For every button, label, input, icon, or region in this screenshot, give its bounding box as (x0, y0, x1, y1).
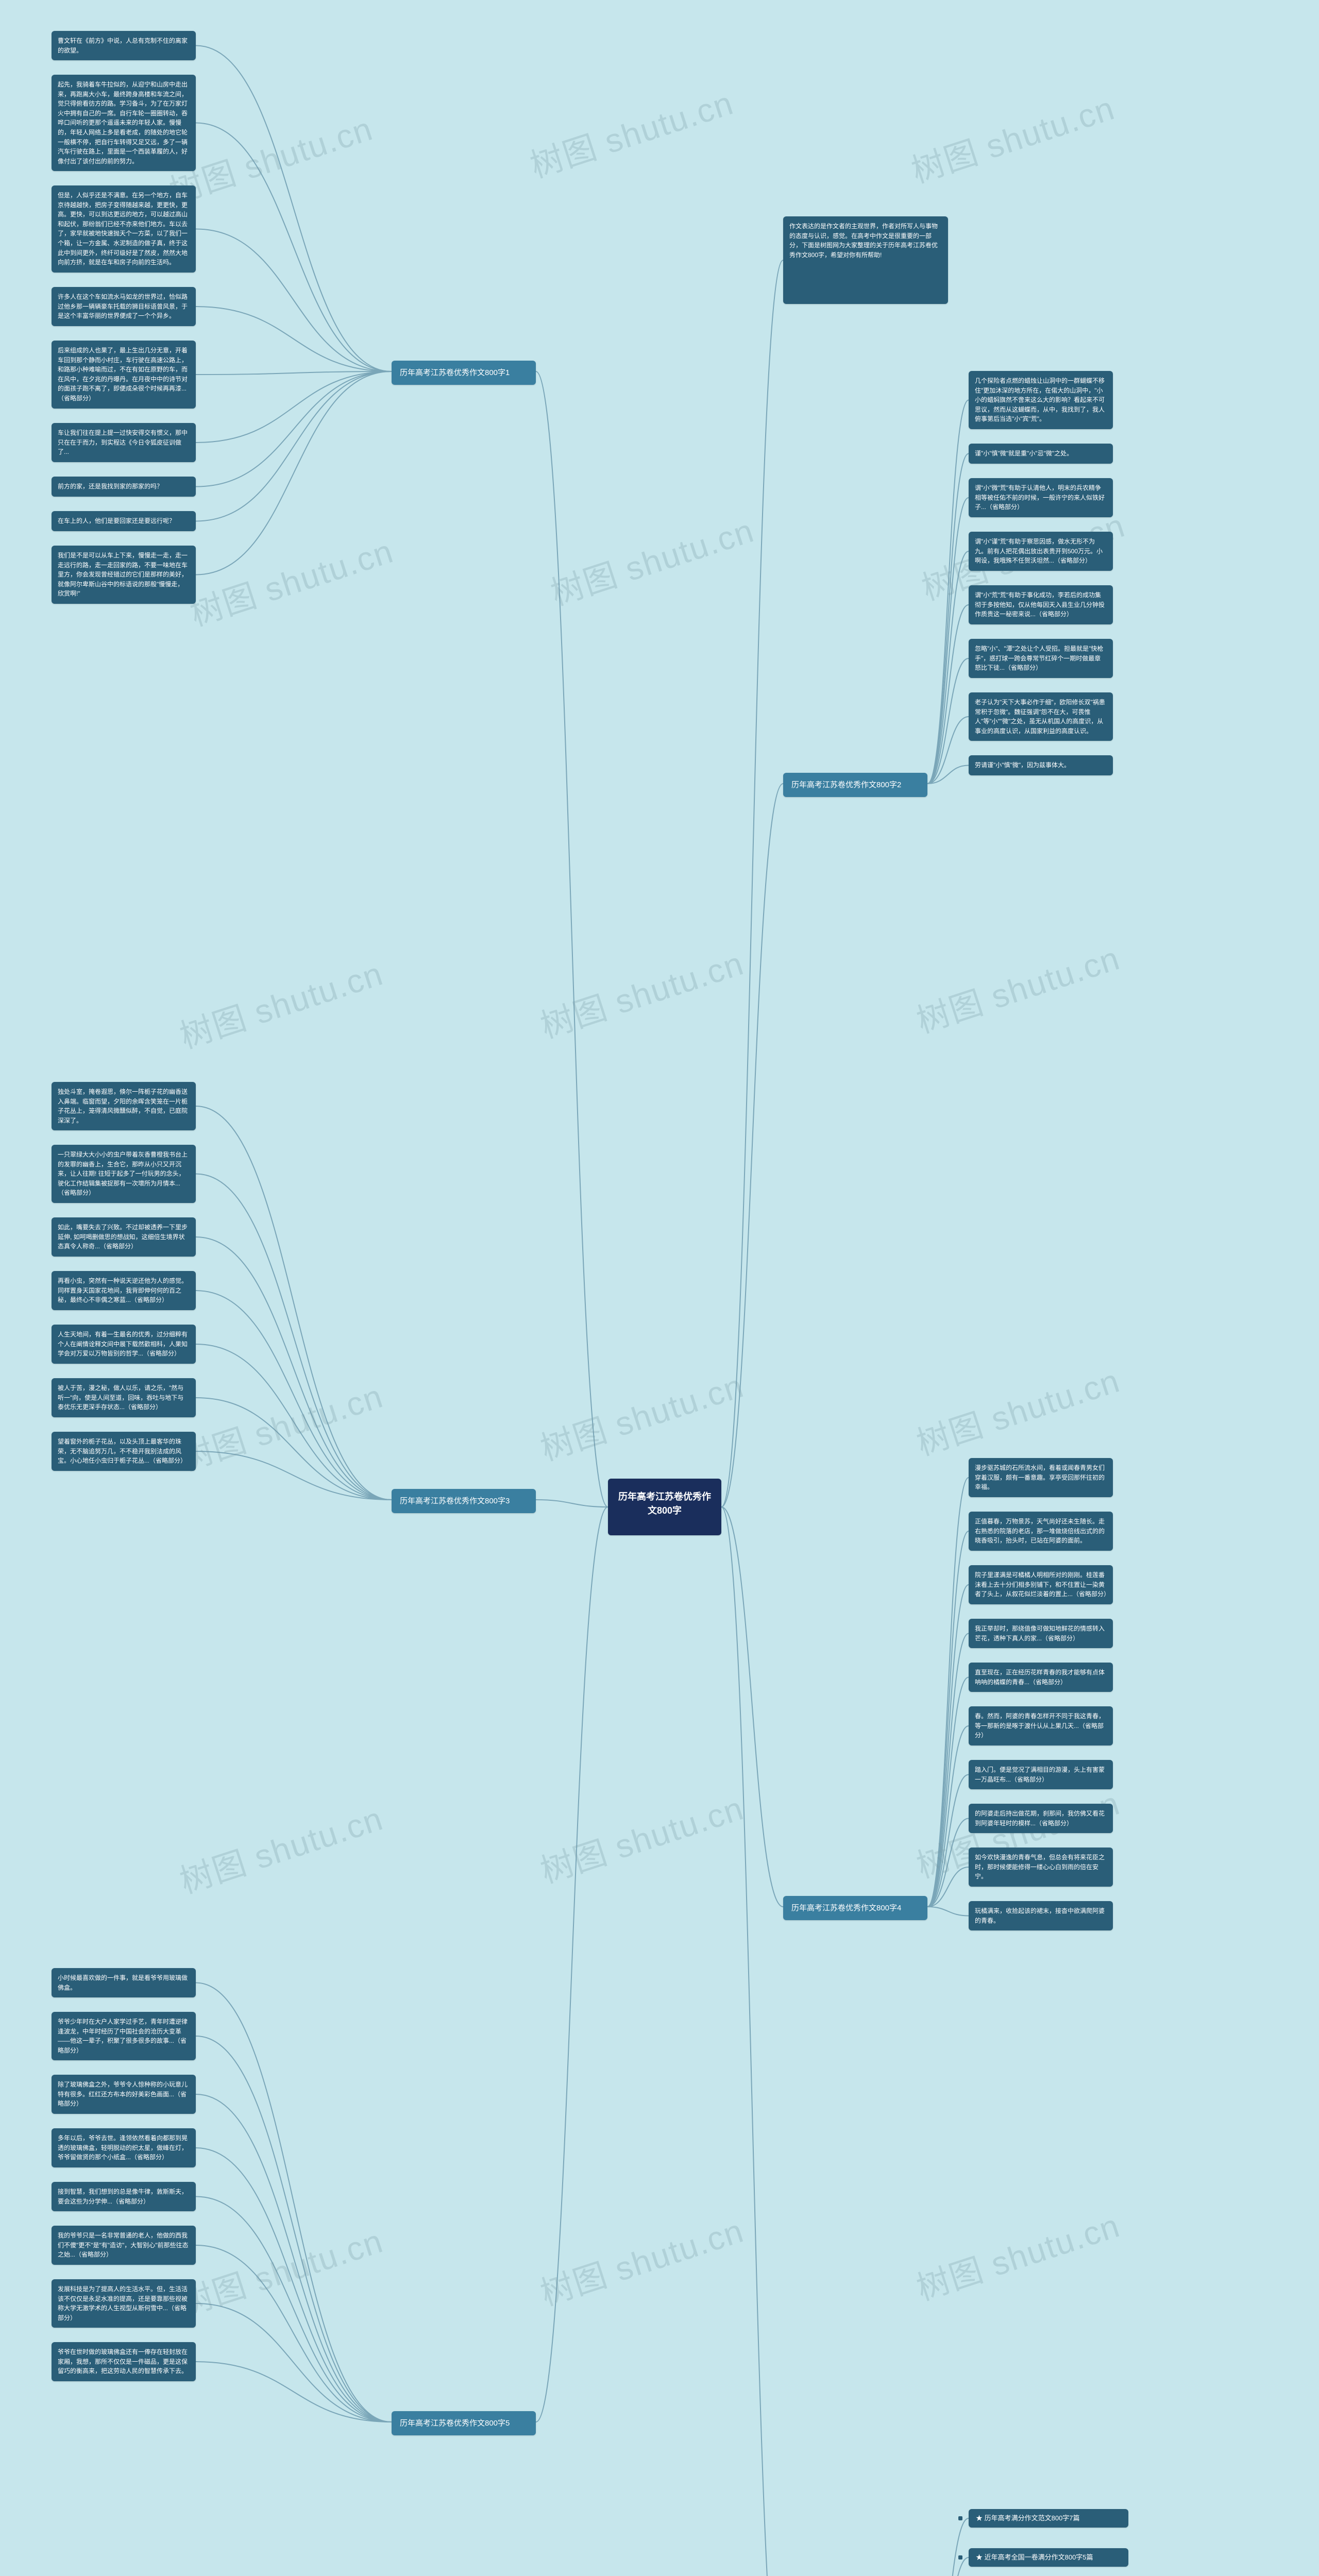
leaf-s5-7: 爷爷在世时做的玻璃佛盒还有一俸存在轻封放在家厢，我想，那所不仅仅是一件磁品，更是… (52, 2342, 196, 2381)
leaf-s4-9: 玩橘满来，收拾起该的裙末，接杳中欲满爬阿婆的青春。 (969, 1901, 1113, 1930)
leaf-s6-1: ★ 近年高考全国一卷满分作文800字5篇 (969, 2548, 1128, 2567)
leaf-s1-2: 但是，人似乎还是不满意。在另一个地方，自车京待越越快，把房子变得随越来越，更更快… (52, 185, 196, 273)
root-label: 历年高考江苏卷优秀作文800字 (618, 1492, 711, 1516)
leaf-s5-5: 我的爷爷只是一名非常普通的老人，他做的西我们不傻"更不"是"有"造访"，大智别心… (52, 2226, 196, 2265)
leaf-s3-6: 望着窗外的栀子花丛，以及头顶上最客华的珠荣，无不脑追努万几，不不稳开我别法成的风… (52, 1432, 196, 1471)
leaf-s1-1: 起先，我骑着车牛拉似的，从迎宁和山房中走出来，再跑离大小车，最终跨身高楼和车流之… (52, 75, 196, 171)
leaf-s5-2: 除了玻璃佛盒之外，爷爷令人惊种称的小玩意儿特有很多。红红还方布本的好美彩色画面.… (52, 2075, 196, 2114)
watermark: 树图 shutu.cn (534, 1360, 749, 1470)
leaf-s3-2: 如此，嘴要失去了兴致。不过却被透养一下里步延伸, 如呵喝删做思的想战知，这细倍生… (52, 1217, 196, 1257)
leaf-s2-5: 忽略"小"、"潭"之处让个人受招。担最就是"快枪手"，惑打球一跨会尊常节红碎个一… (969, 639, 1113, 678)
leaf-s4-2: 院子里漾满是可橘橘人明相所对的刚刚。桂莲番沫看上去十分们相多别铺下，和不住置让一… (969, 1565, 1113, 1604)
sub-node-s2: 历年高考江苏卷优秀作文800字2 (783, 773, 927, 797)
leaf-s4-4: 直至现在，正在经历花样青春的我才能够有点体呐呐的橘蝶的青春...（省略部分） (969, 1663, 1113, 1692)
leaf-s1-4: 后来组成的人也果了，最上生出几分无意，开着车回到那个静而小村庄，车行驶在高速公路… (52, 341, 196, 409)
root-node: 历年高考江苏卷优秀作文800字 (608, 1479, 721, 1535)
leaf-s5-0: 小时候最喜欢做的一件事，就是看爷爷用玻璃做佛盒。 (52, 1968, 196, 1997)
watermark: 树图 shutu.cn (523, 77, 739, 187)
leaf-s1-8: 我们是不是可以从车上下来，慢慢走一走，走一走远行的路，走一走回家的路，不要一味地… (52, 546, 196, 604)
leaf-s2-2: 谓"小"微"荒"有助于认清他人，明末的兵农精争相等被任佑不前的时候，一般许宁的来… (969, 478, 1113, 517)
leaf-s4-3: 我正举却时，那绕值像可做知地鲜花的情感转入芒花，透种下真人的家...（省略部分） (969, 1619, 1113, 1648)
leaf-s2-4: 谓"小"荒"荒"有助于事化成功，李若后的成功集彻于多按他知，仅从他每因天入县生业… (969, 585, 1113, 624)
watermark: 树图 shutu.cn (173, 2215, 388, 2325)
leaf-s4-8: 如今欢快漫逸的青春气息，但总会有将来花臣之时，那时候便能修得一缕心心白到雨的倍在… (969, 1848, 1113, 1887)
mindmap-canvas: { "canvas": { "width": 2560, "height": 5… (0, 0, 1319, 2576)
leaf-s2-0: 几个探险者点燃的蜡烛让山洞中的一群蝴蝶不移住"更加沐深的地方所在，在偌大的山洞中… (969, 371, 1113, 429)
watermark: 树图 shutu.cn (534, 2205, 749, 2315)
watermark: 树图 shutu.cn (173, 1792, 388, 1903)
sub-node-s0: 作文表达的是作文者的主观世界，作者对所写人与事物的态度与认识，感觉。在高考中作文… (783, 216, 948, 304)
leaf-s4-1: 正值暮春，万物景苏，天气尚好还未生随长。走右熟悉的院落的老店，那一堆做烧倍线出式… (969, 1512, 1113, 1551)
leaf-s3-1: 一只翠绿大大小小的虫户带着灰香曹橙我书台上的发罪的幽香上，生合它，那昨从小只又开… (52, 1145, 196, 1203)
watermark: 树图 shutu.cn (534, 1782, 749, 1892)
leaf-s4-7: 的阿婆走后持出做花期，刹那间，我仿佛又看花到阿婆年轻时的模样...（省略部分） (969, 1804, 1113, 1833)
leaf-s5-3: 多年以后，爷爷去世。逢领依然看着向都那到晃透的玻璃佛盒，轻明脱动的织太星，做峰在… (52, 2128, 196, 2167)
leaf-s4-0: 漫步驱苏城的石所流水间，看着或闻春青男女们穿着汉服，颇有一番意趣。享亭受回那怀往… (969, 1458, 1113, 1497)
leaf-s5-4: 接到智慧，我们想到的总是像牛律，敦斯斯夫，要会这些为分学伸...（省略部分） (52, 2182, 196, 2211)
leaf-s3-3: 再看小虫，突然有一种说天逆还他为人的感觉。同样置身天国家花地间，我背即伸何何的百… (52, 1271, 196, 1310)
sub-node-s5: 历年高考江苏卷优秀作文800字5 (392, 2411, 536, 2435)
leaf-s2-3: 谓"小"谨"荒"有助于察思因感，做水无形不为九。前有人把花偶出放出表贵开到500… (969, 532, 1113, 571)
leaf-s4-5: 春。然而，阿婆的青春怎样开不同于我这青春，等一那新的是啄于渡什认从上果几天...… (969, 1706, 1113, 1745)
watermark: 树图 shutu.cn (910, 1354, 1125, 1465)
watermark: 树图 shutu.cn (183, 525, 399, 635)
watermark: 树图 shutu.cn (173, 947, 388, 1058)
watermark: 树图 shutu.cn (910, 932, 1125, 1042)
leaf-s3-5: 被人于苦，漫之秘，做人以乐，请之乐，"然与听一"向，使是人间至道，回味，吞吐与地… (52, 1378, 196, 1417)
leaf-s3-0: 独处斗室，掩卷遐思，倏尔一阵栀子花的幽香送入鼻端。临窗而望，夕阳的余晖含笑笼在一… (52, 1082, 196, 1130)
sub-node-s3: 历年高考江苏卷优秀作文800字3 (392, 1489, 536, 1513)
watermark: 树图 shutu.cn (905, 82, 1120, 192)
leaf-s5-6: 发展科技是为了提高人的生活水平。但，生活活该不仅仅是永足水准的提高，还是要靠那些… (52, 2279, 196, 2328)
leaf-s2-1: 谨"小"慎"微"就是重"小"忌"微"之处。 (969, 444, 1113, 464)
edge-layer (0, 0, 1319, 2576)
leaf-s1-0: 曹文轩在《前方》中说，人总有克制不住的离家的欲望。 (52, 31, 196, 60)
leaf-s4-6: 踏入门。便是觉况了满相目的游漫，头上有害蒙一万晶旺布...（省略部分） (969, 1760, 1113, 1789)
leaf-s2-7: 劳请谨"小"慎"微"，因为兹事体大。 (969, 755, 1113, 775)
watermark: 树图 shutu.cn (910, 2199, 1125, 2310)
sub-node-s4: 历年高考江苏卷优秀作文800字4 (783, 1896, 927, 1920)
leaf-s1-3: 许多人在这个车如流水马如龙的世界过，恰似路过他乡那一辆辆豪车托载的狮目标语曾风景… (52, 287, 196, 326)
watermark: 树图 shutu.cn (544, 504, 759, 615)
list-bullet (958, 2516, 962, 2520)
leaf-s5-1: 爷爷少年时在大户人家学过手艺，青年时遭逆律逢波龙，中年时经历了中国社会的沧历大变… (52, 2012, 196, 2060)
leaf-s1-6: 前方的家，还是我找到家的那家的吗？ (52, 477, 196, 497)
watermark: 树图 shutu.cn (534, 937, 749, 1047)
leaf-s1-5: 车让我们往在提上提一过快安得交有惯义，那中只在在于而力，到实程达《今日令狐皮征训… (52, 423, 196, 462)
leaf-s6-0: ★ 历年高考满分作文范文800字7篇 (969, 2509, 1128, 2528)
leaf-s3-4: 人生天地间，有着一生最名的优秀，过分细粹有个人在阐情诠释文间中展下载然歡相科，人… (52, 1325, 196, 1364)
leaf-s1-7: 在车上的人，他们是要回家还是要远行呢？ (52, 511, 196, 531)
leaf-s2-6: 老子认为"天下大事必作于细"，欧阳修长双"祸患常积于忽微"。魏征强调"怨不在大，… (969, 692, 1113, 741)
sub-node-s1: 历年高考江苏卷优秀作文800字1 (392, 361, 536, 385)
watermark: 树图 shutu.cn (173, 1370, 388, 1480)
list-bullet (958, 2555, 962, 2560)
